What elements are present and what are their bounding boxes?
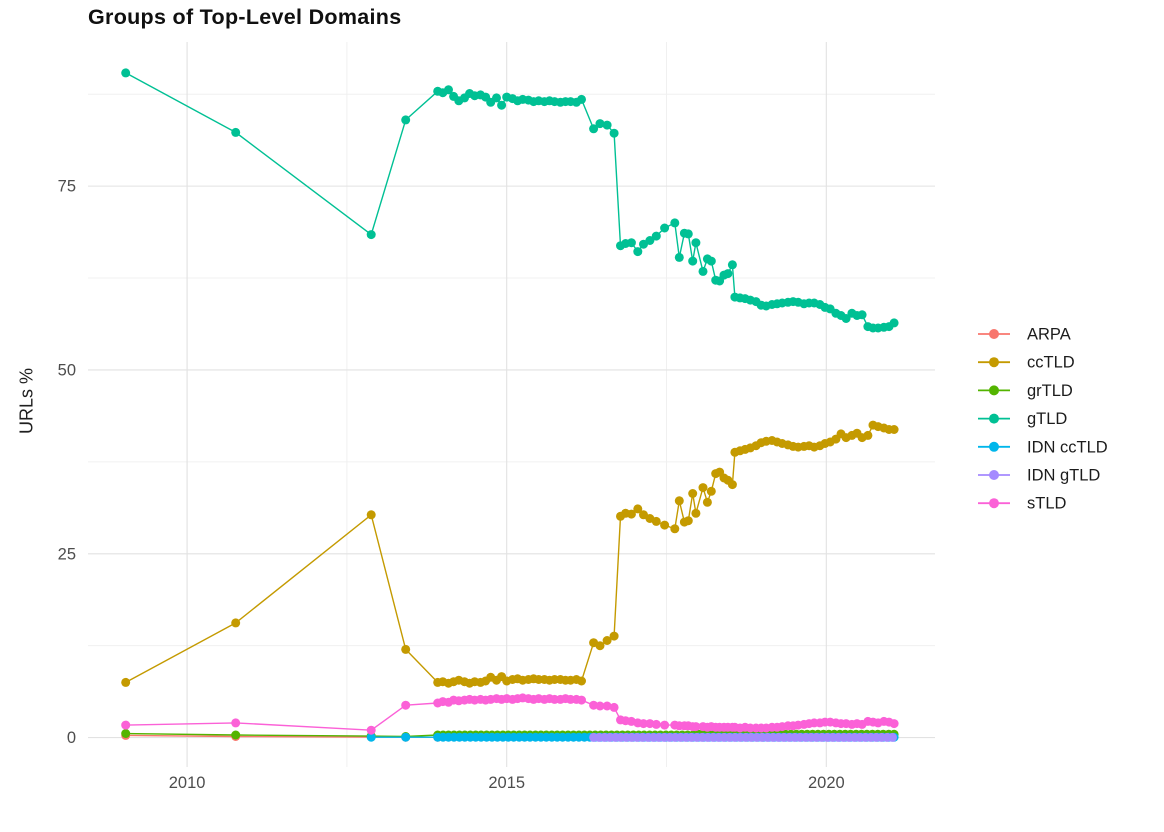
y-tick-label: 50	[58, 361, 76, 379]
legend-label-cctld: ccTLD	[1027, 354, 1075, 372]
axis-tick-labels: 0 25 50 75 2010 2015 2020	[58, 178, 845, 792]
legend-key-dot-idn-gtld	[989, 470, 999, 480]
grid-minor	[88, 42, 935, 767]
legend-label-idn-cctld: IDN ccTLD	[1027, 438, 1108, 456]
legend-item-idn-cctld: IDN ccTLD	[978, 438, 1108, 456]
y-tick-label: 75	[58, 178, 76, 196]
legend-label-arpa: ARPA	[1027, 326, 1071, 344]
legend-item-stld: sTLD	[978, 495, 1067, 513]
legend-key-dot-stld	[989, 498, 999, 509]
x-tick-label: 2020	[808, 774, 845, 792]
legend-label-stld: sTLD	[1027, 495, 1067, 513]
legend-key-dot-grtld	[989, 385, 999, 396]
legend-label-idn-gtld: IDN gTLD	[1027, 467, 1100, 485]
legend-label-grtld: grTLD	[1027, 382, 1073, 400]
legend-label-gtld: gTLD	[1027, 410, 1067, 428]
legend-item-arpa: ARPA	[978, 326, 1071, 344]
series-cctld	[121, 420, 899, 688]
series-idn-gtld	[589, 732, 897, 742]
legend-key-dot-arpa	[989, 329, 999, 339]
legend-key-dot-idn-cctld	[989, 441, 999, 452]
legend-item-cctld: ccTLD	[978, 354, 1075, 372]
y-tick-label: 25	[58, 545, 76, 563]
legend-key-dot-cctld	[989, 357, 999, 368]
chart-title: Groups of Top-Level Domains	[88, 5, 402, 29]
series-gtld	[121, 68, 899, 333]
legend: ARPA ccTLD grTLD gTLD IDN ccTLD IDN gTLD sTLD	[978, 326, 1108, 513]
legend-item-gtld: gTLD	[978, 410, 1067, 428]
series-stld	[121, 693, 899, 735]
legend-item-grtld: grTLD	[978, 382, 1073, 400]
x-tick-label: 2015	[488, 774, 525, 792]
grid-major	[88, 42, 935, 767]
x-tick-label: 2010	[169, 774, 206, 792]
y-axis-title: URLs %	[16, 367, 37, 435]
y-tick-label: 0	[67, 729, 76, 747]
legend-key-dot-gtld	[989, 413, 999, 424]
legend-item-idn-gtld: IDN gTLD	[978, 467, 1100, 485]
